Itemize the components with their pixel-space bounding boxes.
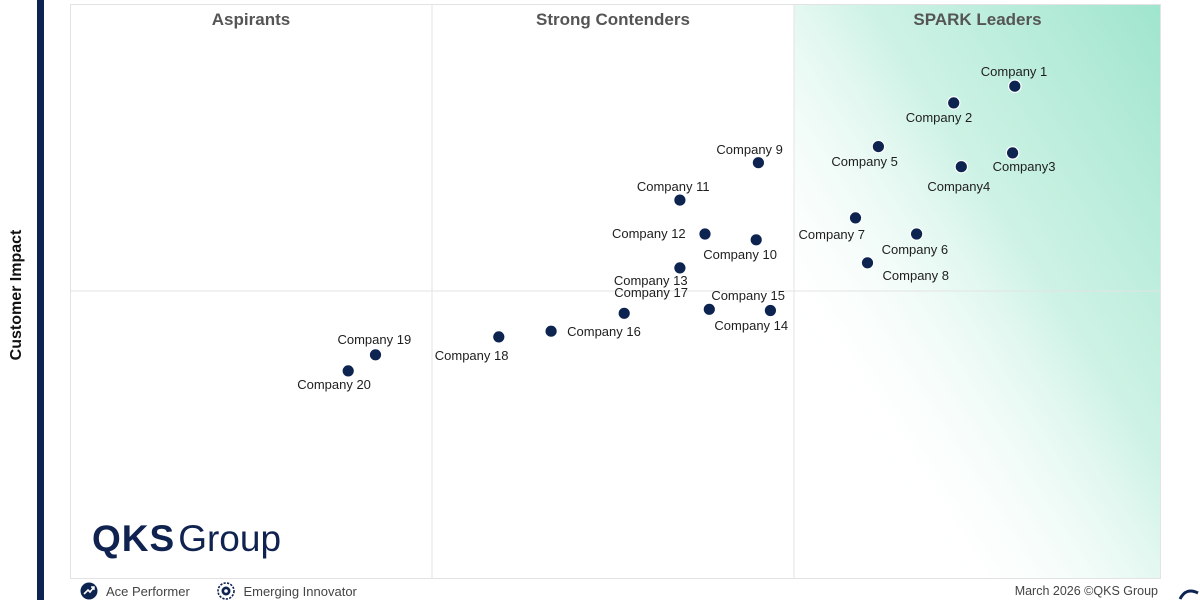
data-point-15[interactable] (702, 302, 717, 317)
point-label-6: Company 6 (881, 242, 949, 257)
data-point-16[interactable] (544, 324, 558, 338)
data-point-14[interactable] (763, 303, 778, 318)
legend-label-emerging-innovator: Emerging Innovator (243, 583, 357, 599)
qks-group-logo: QKSGroup (92, 520, 281, 557)
point-label-1: Company 1 (980, 64, 1048, 80)
gear-badge-icon (217, 582, 236, 600)
point-label-9: Company 9 (716, 141, 783, 157)
point-label-19: Company 19 (337, 331, 412, 347)
point-label-20: Company 20 (297, 376, 371, 392)
data-point-18[interactable] (491, 330, 506, 344)
point-label-15: Company 15 (711, 288, 786, 304)
logo-light-text: Group (178, 518, 282, 559)
footer-date-copyright: March 2026 ©QKS Group (1014, 584, 1158, 598)
trend-arrow-icon (80, 582, 98, 600)
data-point-20[interactable] (341, 364, 355, 378)
quadrant-title-aspirants: Aspirants (211, 10, 291, 29)
chart-svg (70, 4, 1161, 579)
legend-label-ace-performer: Ace Performer (106, 583, 190, 599)
point-label-2: Company 2 (905, 109, 973, 125)
data-point-11[interactable] (673, 193, 687, 207)
chart-area: Aspirants Strong Contenders SPARK Leader… (70, 4, 1161, 579)
quadrant-title-spark-leaders: SPARK Leaders (913, 10, 1042, 29)
point-label-10: Company 10 (703, 246, 777, 262)
y-axis-label: Customer Impact (8, 229, 25, 361)
legend: Ace Performer Emerging Innovator (80, 582, 381, 603)
axis-bar (37, 0, 44, 600)
point-label-3: Company3 (992, 158, 1056, 174)
point-label-11: Company 11 (636, 179, 710, 195)
legend-item-ace-performer: Ace Performer (80, 582, 190, 600)
legend-item-emerging-innovator: Emerging Innovator (217, 582, 357, 600)
data-point-8[interactable] (860, 255, 875, 270)
points-layer (341, 79, 1022, 378)
data-point-13[interactable] (673, 261, 687, 275)
point-label-14: Company 14 (714, 318, 789, 334)
data-point-7[interactable] (848, 211, 863, 225)
data-point-9[interactable] (751, 155, 766, 170)
point-label-17: Company 17 (614, 285, 688, 301)
data-point-10[interactable] (749, 233, 763, 247)
data-point-12[interactable] (698, 227, 712, 241)
point-label-12: Company 12 (611, 226, 686, 241)
quadrant-title-strong-contenders: Strong Contenders (536, 10, 690, 29)
point-label-4: Company4 (927, 178, 991, 194)
point-label-18: Company 18 (434, 347, 509, 363)
point-label-16: Company 16 (567, 324, 641, 340)
point-label-7: Company 7 (798, 226, 865, 242)
data-point-1[interactable] (1007, 79, 1022, 93)
data-point-2[interactable] (946, 96, 961, 110)
data-point-5[interactable] (871, 139, 886, 154)
point-label-13: Company 13 (613, 272, 688, 288)
data-point-19[interactable] (368, 347, 383, 362)
data-point-6[interactable] (909, 227, 924, 241)
data-point-3[interactable] (1005, 146, 1020, 160)
corner-arc-decoration (1178, 589, 1199, 600)
data-point-17[interactable] (617, 306, 631, 321)
point-label-5: Company 5 (831, 153, 898, 169)
data-point-4[interactable] (954, 159, 969, 174)
point-label-8: Company 8 (882, 267, 949, 283)
logo-bold-text: QKS (92, 518, 176, 559)
